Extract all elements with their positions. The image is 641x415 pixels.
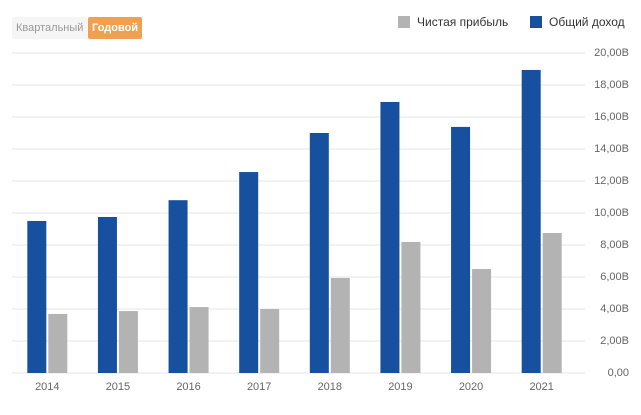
legend-label: Общий доход	[549, 15, 625, 29]
y-tick-label: 18,00B	[594, 79, 629, 91]
bar	[189, 307, 209, 373]
legend-label: Чистая прибыль	[417, 15, 508, 29]
y-tick-label: 4,00B	[600, 303, 629, 315]
x-tick-label: 2016	[176, 381, 200, 393]
x-tick-label: 2021	[529, 381, 553, 393]
x-tick-label: 2015	[106, 381, 130, 393]
period-button[interactable]: Годовой	[88, 17, 143, 39]
y-tick-label: 2,00B	[600, 335, 629, 347]
bar	[309, 133, 329, 373]
y-tick-label: 10,00B	[594, 207, 629, 219]
bar	[380, 101, 400, 374]
y-tick-label: 0,00	[608, 367, 629, 379]
y-tick-label: 16,00B	[594, 111, 629, 123]
bar	[542, 233, 562, 373]
x-tick-label: 2018	[318, 381, 342, 393]
bar	[48, 313, 68, 373]
y-tick-label: 6,00B	[600, 271, 629, 283]
bar	[168, 200, 188, 373]
legend-swatch	[398, 16, 410, 28]
bar	[401, 241, 421, 373]
x-tick-label: 2014	[35, 381, 59, 393]
y-tick-label: 14,00B	[594, 143, 629, 155]
y-tick-label: 8,00B	[600, 239, 629, 251]
period-button[interactable]: Квартальный	[12, 17, 88, 39]
y-tick-label: 20,00B	[594, 47, 629, 59]
bar	[97, 217, 117, 373]
x-tick-label: 2020	[459, 381, 483, 393]
bar	[27, 221, 47, 373]
bar	[239, 172, 259, 373]
legend-swatch	[530, 16, 542, 28]
bar	[521, 69, 541, 374]
y-tick-label: 12,00B	[594, 175, 629, 187]
x-tick-label: 2019	[388, 381, 412, 393]
bar	[118, 311, 138, 373]
bar	[260, 309, 280, 373]
bar	[451, 126, 471, 373]
x-tick-label: 2017	[247, 381, 271, 393]
bar	[330, 277, 350, 373]
bar	[472, 269, 492, 373]
